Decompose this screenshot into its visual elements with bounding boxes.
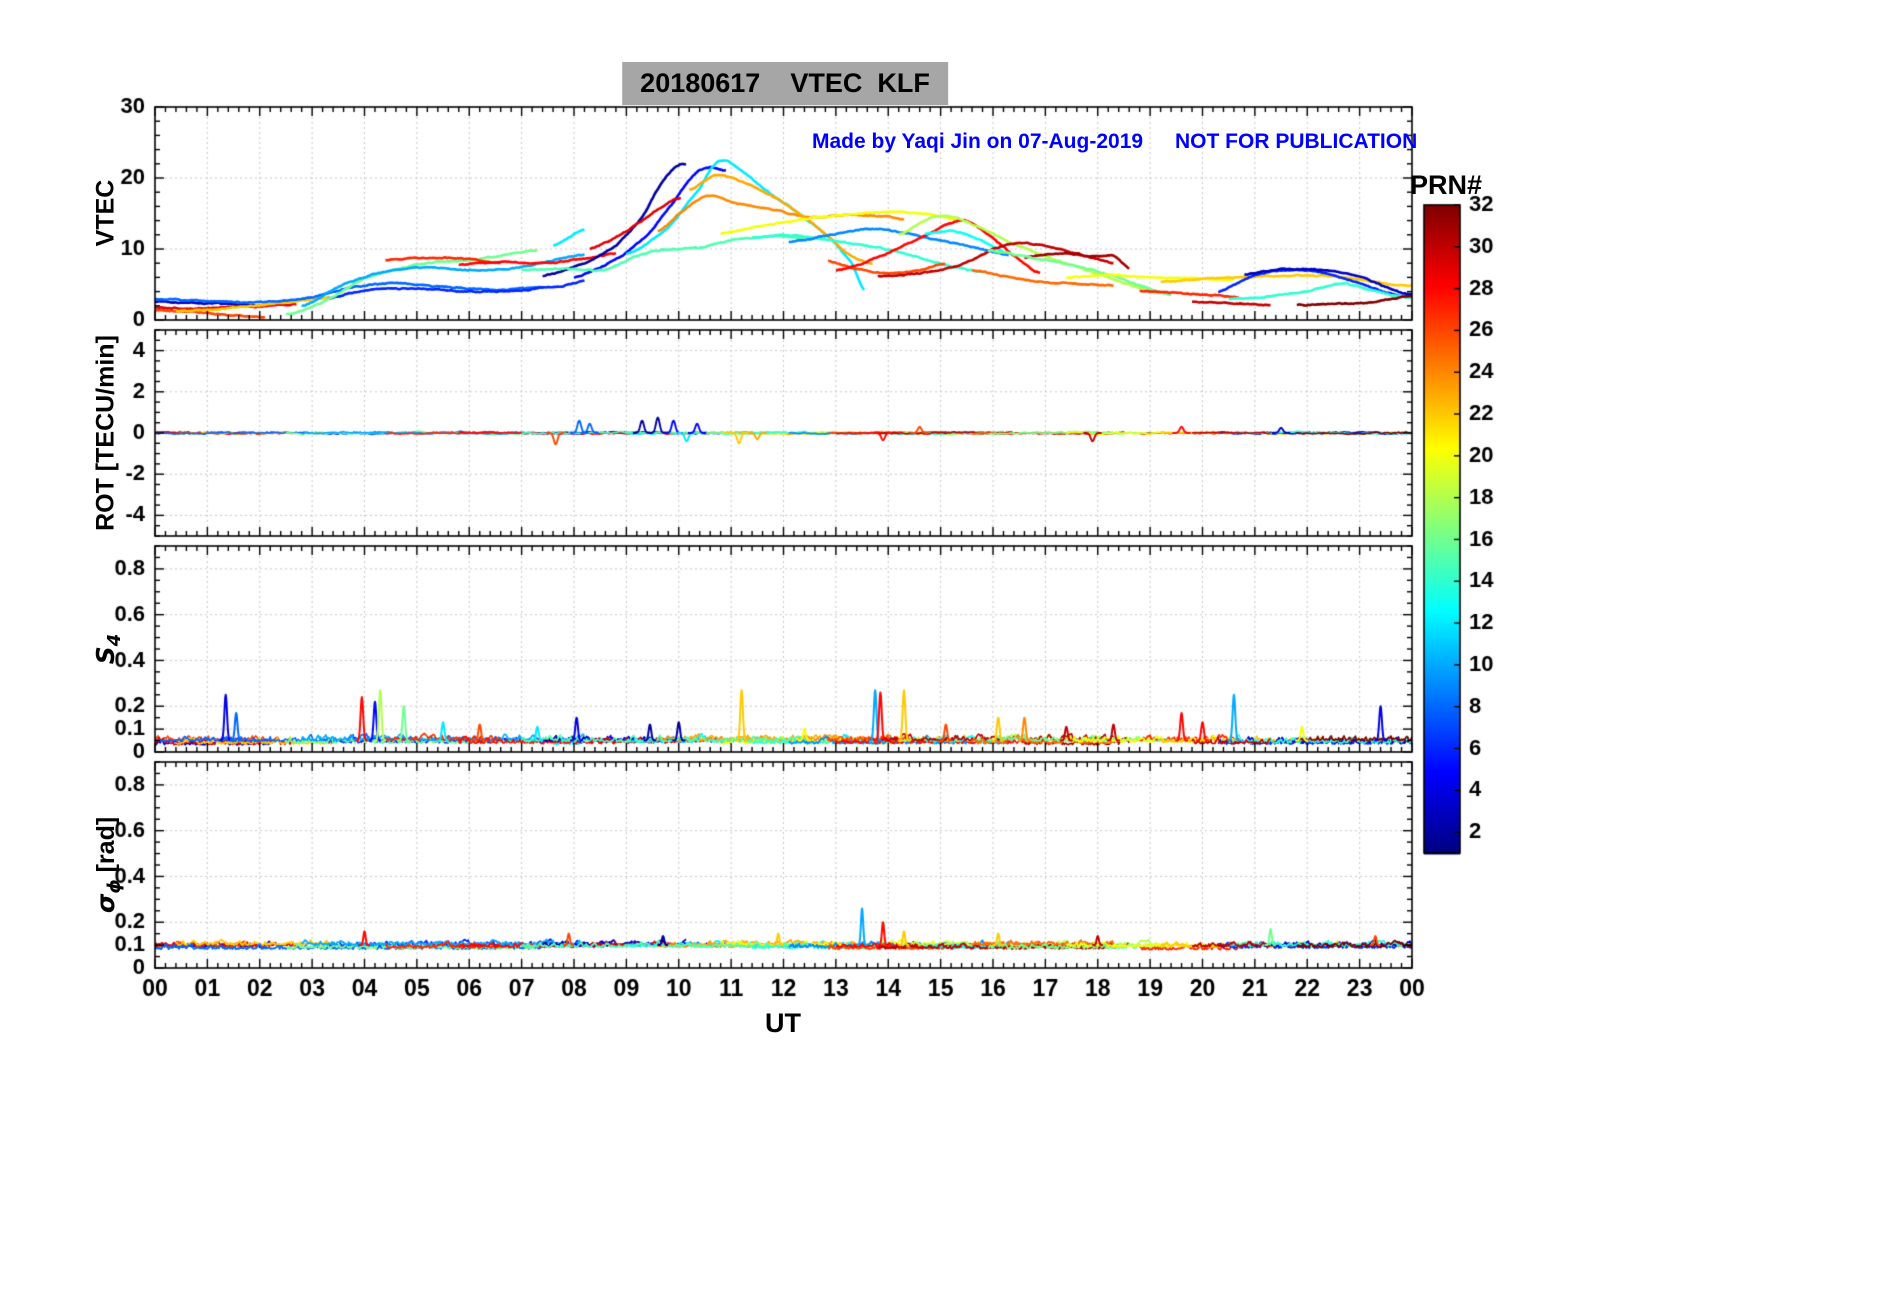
y-axis-label-rot: ROT [TECU/min]	[92, 335, 125, 531]
ylabel-text: S	[91, 646, 120, 665]
y-axis-label-s4: S4	[91, 633, 125, 665]
ylabel-text: σ	[91, 893, 120, 914]
colorbar-title: PRN#	[1409, 170, 1483, 200]
plot-title: 20180617 VTEC KLF	[622, 62, 948, 105]
ylabel-text: ROT [TECU/min]	[91, 335, 120, 531]
y-axis-label-vtec: VTEC	[92, 180, 125, 247]
credit-annotation: Made by Yaqi Jin on 07-Aug-2019	[812, 130, 1144, 153]
y-axis-label-sigma-phi: σϕ [rad]	[91, 816, 125, 914]
x-axis-label: UT	[765, 1008, 801, 1038]
ylabel-text: VTEC	[91, 179, 120, 247]
not-for-publication-annotation: NOT FOR PUBLICATION	[1175, 130, 1418, 153]
